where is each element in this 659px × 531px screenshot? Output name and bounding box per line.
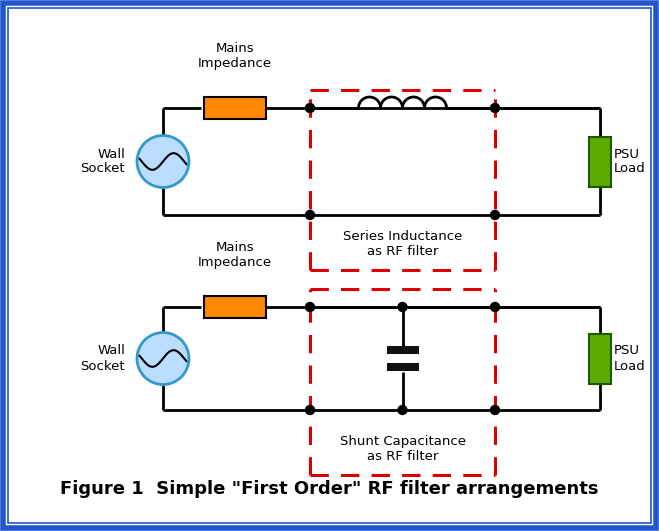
Circle shape — [398, 303, 407, 312]
Circle shape — [306, 406, 314, 415]
Circle shape — [137, 135, 189, 187]
Circle shape — [490, 406, 500, 415]
Circle shape — [398, 406, 407, 415]
Text: Figure 1  Simple "First Order" RF filter arrangements: Figure 1 Simple "First Order" RF filter … — [60, 480, 598, 498]
Bar — [204, 97, 266, 119]
Bar — [386, 346, 418, 354]
Text: PSU
Load: PSU Load — [614, 148, 646, 176]
Circle shape — [490, 210, 500, 219]
Text: Wall
Socket: Wall Socket — [80, 345, 125, 373]
Circle shape — [306, 303, 314, 312]
Text: Shunt Capacitance
as RF filter: Shunt Capacitance as RF filter — [339, 435, 465, 463]
Bar — [204, 296, 266, 318]
Text: Mains
Impedance: Mains Impedance — [198, 241, 272, 269]
Text: PSU
Load: PSU Load — [614, 345, 646, 373]
Bar — [589, 333, 611, 383]
Circle shape — [137, 332, 189, 384]
Circle shape — [306, 210, 314, 219]
Text: Wall
Socket: Wall Socket — [80, 148, 125, 176]
Text: Mains
Impedance: Mains Impedance — [198, 42, 272, 70]
Circle shape — [490, 303, 500, 312]
Circle shape — [306, 104, 314, 113]
Bar — [386, 363, 418, 371]
Bar — [589, 136, 611, 186]
Circle shape — [490, 104, 500, 113]
Text: Series Inductance
as RF filter: Series Inductance as RF filter — [343, 230, 462, 258]
